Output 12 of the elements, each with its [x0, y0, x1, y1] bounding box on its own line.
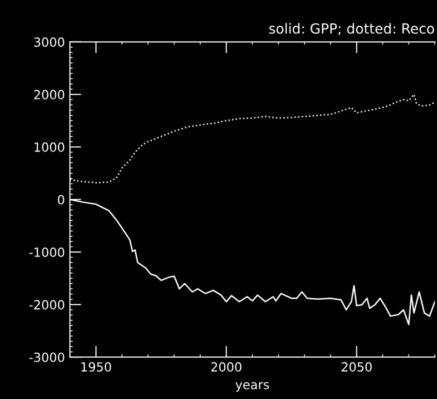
x-tick-label: 2050 — [342, 362, 372, 372]
y-tick-label: 1000 — [34, 142, 64, 152]
y-tick-label: 3000 — [34, 37, 64, 47]
y-tick-label: 2000 — [34, 90, 64, 100]
y-tick-label: -1000 — [29, 248, 64, 257]
y-tick-label: 0 — [58, 194, 64, 204]
y-tick-label: -3000 — [29, 352, 64, 362]
x-axis-title: years — [236, 382, 269, 392]
chart-title: solid: GPP; dotted: Reco — [269, 23, 434, 36]
x-tick-label: 2000 — [211, 362, 242, 372]
y-tick-label: -2000 — [29, 300, 64, 310]
x-tick-label: 1950 — [81, 362, 112, 372]
